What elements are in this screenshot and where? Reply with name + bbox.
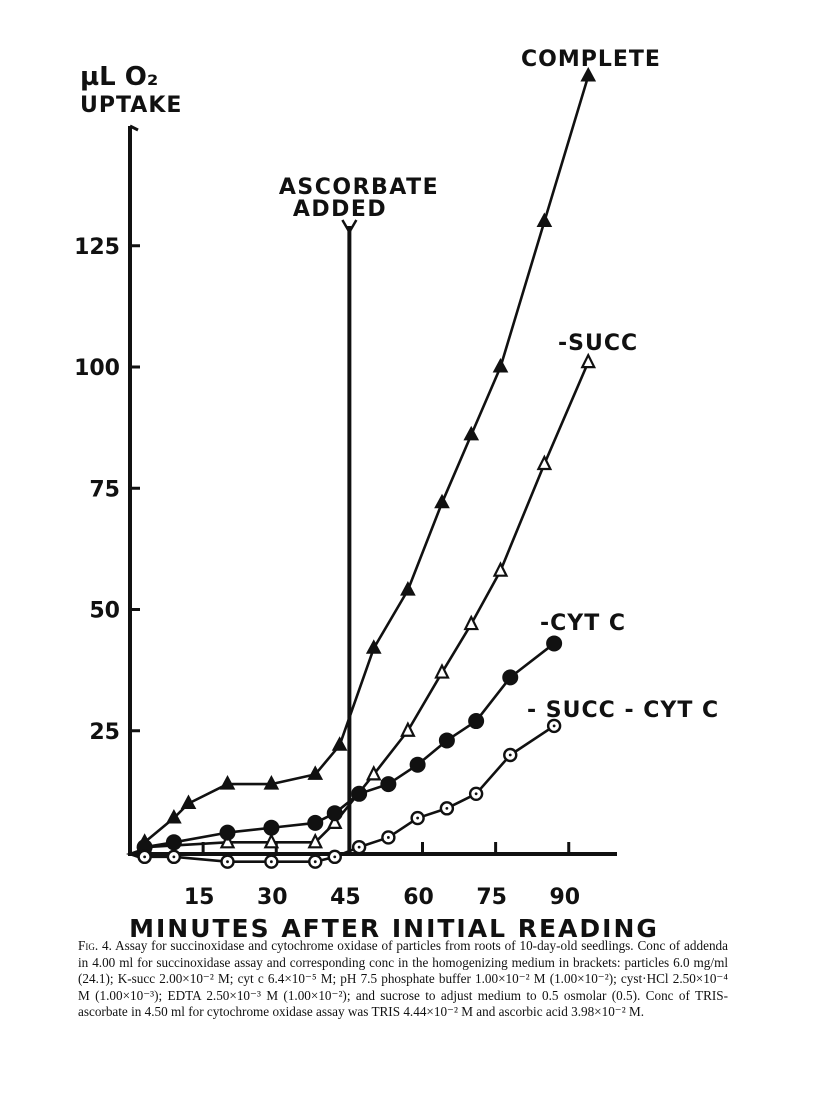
data-point [307, 765, 324, 780]
data-point [492, 357, 509, 373]
data-point [326, 805, 343, 822]
y-tick-label: 100 [74, 356, 120, 381]
y-tick-label: 75 [89, 477, 120, 502]
series-label-minus-succ-minus-cyt-c: - SUCC - CYT C [527, 698, 719, 723]
oxygen-uptake-chart: 25 50 75 100 125 15 30 45 60 75 90 µL O₂ UPTAKE A… [74, 47, 719, 940]
series-line [143, 75, 590, 844]
marker-dot [474, 792, 478, 796]
data-point [326, 813, 343, 830]
data-point [331, 736, 348, 751]
y-ticks: 25 50 75 100 125 [74, 235, 140, 745]
marker-dot [445, 806, 449, 810]
data-point [468, 713, 485, 730]
data-point [409, 756, 426, 773]
data-point [263, 775, 280, 790]
series-label-minus-cyt-c: -CYT C [540, 611, 626, 636]
data-point [165, 834, 182, 851]
data-point [365, 764, 382, 781]
data-point [434, 493, 450, 509]
y-axis-label: µL O₂ UPTAKE [80, 62, 182, 118]
data-point [263, 819, 280, 836]
series-labels: COMPLETE -SUCC -CYT C - SUCC - CYT C [521, 47, 719, 723]
data-point [307, 832, 324, 849]
series-0 [136, 66, 597, 848]
series-layer [136, 66, 597, 869]
data-point [219, 832, 236, 849]
x-tick-label: 30 [257, 885, 288, 910]
marker-dot [508, 753, 512, 757]
data-point [365, 639, 382, 654]
data-point [307, 814, 324, 831]
x-axis-label: MINUTES AFTER INITIAL READING [129, 914, 659, 940]
ascorbate-annotation: ASCORBATE ADDED [279, 175, 439, 854]
marker-dot [226, 860, 229, 864]
series-line [144, 361, 590, 849]
series-1 [136, 352, 597, 854]
data-point [180, 794, 197, 809]
data-point [463, 425, 480, 441]
x-tick-label: 15 [184, 885, 215, 910]
data-point [351, 785, 368, 802]
data-point [219, 824, 236, 841]
marker-dot [143, 855, 147, 859]
x-tick-label: 45 [330, 885, 361, 910]
y-axis-label-line2: UPTAKE [80, 93, 182, 118]
data-point [536, 454, 553, 471]
data-point [502, 669, 519, 686]
x-tick-label: 90 [549, 885, 580, 910]
series-3 [137, 718, 562, 869]
marker-dot [357, 845, 361, 849]
y-tick-label: 25 [89, 720, 120, 745]
data-point [463, 614, 480, 631]
chart-axes [126, 124, 617, 861]
marker-dot [333, 855, 337, 859]
data-point [580, 352, 597, 369]
caption-fig-label: Fig. 4. [78, 938, 112, 953]
x-ticks: 15 30 45 60 75 90 [184, 842, 580, 910]
y-axis-top-hook [129, 124, 139, 132]
x-tick-label: 75 [476, 885, 507, 910]
data-point [438, 732, 455, 749]
data-point [580, 66, 597, 82]
marker-dot [416, 816, 420, 820]
annotation-line1: ASCORBATE [279, 175, 439, 200]
data-point [546, 635, 563, 652]
marker-dot [386, 836, 390, 839]
data-point [434, 663, 450, 679]
series-label-complete: COMPLETE [521, 47, 661, 72]
y-axis-label-line1: µL O₂ [80, 62, 158, 92]
data-point [380, 776, 397, 793]
series-label-minus-succ: -SUCC [558, 331, 638, 356]
marker-dot [552, 724, 556, 728]
data-point [400, 721, 416, 737]
x-tick-label: 60 [403, 885, 434, 910]
figure-caption: Fig. 4. Assay for succinoxidase and cyto… [78, 938, 728, 1021]
data-point [400, 581, 416, 596]
data-point [492, 561, 509, 577]
marker-dot [269, 860, 273, 864]
data-point [263, 832, 280, 849]
y-tick-label: 50 [89, 599, 120, 624]
marker-dot [172, 855, 176, 859]
data-point [166, 808, 182, 824]
caption-text: Assay for succinoxidase and cytochrome o… [78, 938, 728, 1019]
data-point [219, 775, 236, 790]
marker-dot [313, 860, 317, 864]
annotation-line2: ADDED [293, 197, 387, 222]
data-point [536, 212, 553, 227]
y-tick-label: 125 [74, 235, 120, 260]
ascorbate-marker-cap [341, 219, 358, 235]
